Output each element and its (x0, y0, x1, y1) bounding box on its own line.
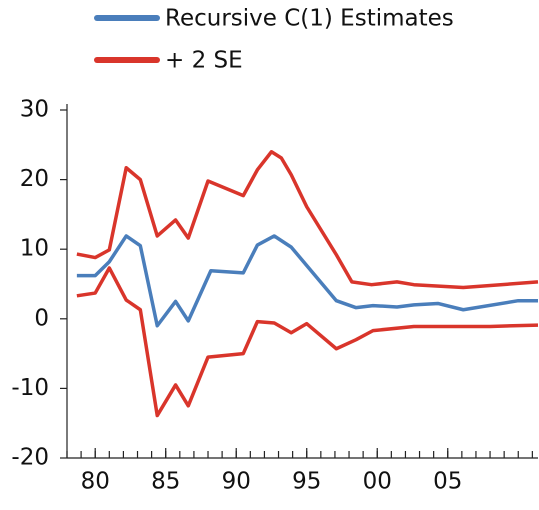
x-tick-label: 00 (363, 469, 392, 495)
series-line (76, 234, 538, 328)
y-tick-label: -20 (11, 445, 49, 471)
series-line (76, 150, 539, 290)
y-tick-label: 20 (20, 166, 49, 192)
x-tick-label: 95 (292, 469, 321, 495)
legend-label: + 2 SE (165, 48, 243, 74)
x-tick-label: 85 (151, 469, 180, 495)
y-tick-label: 10 (20, 236, 49, 262)
y-tick-label: -10 (11, 375, 49, 401)
legend-label: Recursive C(1) Estimates (165, 6, 454, 32)
x-tick-label: 05 (433, 469, 462, 495)
y-tick-label: 0 (34, 305, 49, 331)
y-tick-label: 30 (20, 97, 49, 123)
x-tick-label: 80 (81, 469, 110, 495)
series-line (76, 266, 539, 418)
x-tick-label: 90 (222, 469, 251, 495)
